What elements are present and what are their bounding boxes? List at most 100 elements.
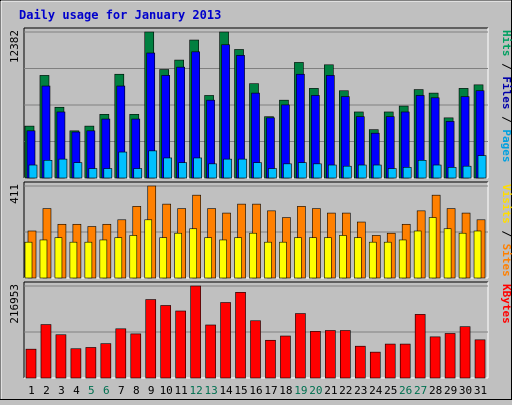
x-tick-label-day-2: 2 (43, 384, 50, 397)
bar-pages-day-4 (73, 162, 83, 179)
bar-kbytes-day-15 (235, 292, 246, 379)
bar-sites-day-31 (473, 230, 482, 279)
bar-kbytes-day-4 (70, 348, 82, 379)
bar-kbytes-day-2 (40, 324, 52, 379)
bar-sites-day-18 (279, 241, 287, 279)
x-tick-label-day-4: 4 (73, 384, 80, 397)
bar-sites-day-5 (84, 241, 93, 279)
bar-sites-day-10 (159, 237, 168, 279)
bar-kbytes-day-5 (85, 347, 97, 379)
x-tick-label-day-9: 9 (148, 384, 155, 397)
bar-pages-day-10 (163, 157, 173, 179)
x-tick-label-day-24: 24 (369, 384, 383, 397)
bar-kbytes-day-12 (190, 285, 201, 379)
bar-sites-day-4 (69, 241, 78, 279)
bar-pages-day-19 (298, 162, 307, 179)
legend-entry-hits: Hits (500, 30, 512, 57)
x-tick-label-day-29: 29 (444, 384, 457, 397)
bar-kbytes-day-21 (325, 330, 336, 379)
x-tick-label-day-26: 26 (399, 384, 412, 397)
bar-kbytes-day-11 (175, 310, 186, 379)
bar-kbytes-day-27 (414, 314, 426, 379)
x-tick-label-day-8: 8 (133, 384, 140, 397)
bar-pages-day-26 (402, 167, 412, 179)
bar-pages-day-23 (357, 164, 367, 179)
y-max-label: 411 (8, 184, 21, 204)
legend-entry-files: Files (500, 76, 512, 109)
bar-kbytes-day-30 (459, 326, 471, 379)
x-tick-label-day-13: 13 (204, 384, 217, 397)
panel-visits-sites: 411 Visits / Sites (8, 181, 512, 279)
x-tick-label-day-22: 22 (339, 384, 352, 397)
x-tick-label-day-16: 16 (249, 384, 262, 397)
bar-pages-day-27 (417, 160, 427, 179)
x-tick-label-day-21: 21 (324, 384, 337, 397)
bar-pages-day-13 (208, 163, 217, 179)
bar-sites-day-2 (39, 239, 48, 279)
bar-sites-day-30 (458, 232, 467, 279)
bar-sites-day-16 (249, 232, 257, 279)
bar-files-day-22 (341, 96, 350, 179)
bar-sites-day-28 (428, 217, 437, 279)
bar-sites-day-11 (174, 232, 182, 279)
bar-pages-day-17 (268, 168, 277, 179)
bar-pages-day-6 (103, 168, 113, 179)
bar-pages-day-22 (343, 165, 352, 179)
bar-sites-day-1 (24, 241, 33, 279)
bar-kbytes-day-10 (160, 305, 172, 379)
y-max-label: 12382 (8, 30, 21, 63)
bar-kbytes-day-20 (310, 331, 321, 379)
bar-kbytes-day-17 (265, 339, 276, 379)
bar-pages-day-24 (372, 164, 382, 179)
bar-kbytes-day-16 (250, 320, 261, 379)
x-tick-label-day-3: 3 (58, 384, 65, 397)
x-tick-label-day-17: 17 (264, 384, 277, 397)
x-tick-label-day-28: 28 (429, 384, 442, 397)
bar-pages-day-3 (58, 158, 68, 179)
bar-kbytes-day-7 (115, 328, 127, 379)
bar-kbytes-day-1 (25, 348, 37, 379)
bar-sites-day-17 (264, 241, 272, 279)
bar-pages-day-18 (283, 163, 292, 179)
x-tick-label-day-12: 12 (190, 384, 203, 397)
bar-files-day-21 (326, 75, 335, 179)
bar-pages-day-2 (43, 160, 53, 179)
bar-sites-day-9 (144, 219, 153, 279)
bar-pages-day-12 (193, 157, 202, 179)
panel-kbytes: 216953 KBytes (8, 281, 512, 379)
legend-entry-sites: Sites (500, 244, 512, 277)
bar-kbytes-day-24 (369, 351, 381, 379)
bar-sites-day-26 (398, 239, 407, 279)
x-tick-label-day-20: 20 (309, 384, 322, 397)
bar-pages-day-11 (178, 162, 187, 179)
bar-files-day-11 (176, 66, 185, 179)
bar-pages-day-28 (432, 164, 442, 179)
x-tick-label-day-15: 15 (234, 384, 247, 397)
bar-pages-day-15 (238, 158, 247, 179)
legend-separator: / (500, 57, 512, 77)
bar-sites-day-6 (99, 239, 108, 279)
x-tick-label-day-5: 5 (88, 384, 95, 397)
legend-entry-pages: Pages (500, 129, 512, 162)
bar-pages-day-29 (447, 167, 457, 179)
bar-kbytes-day-22 (340, 330, 351, 379)
bar-kbytes-day-3 (55, 334, 67, 379)
bar-sites-day-23 (353, 237, 362, 279)
legend-entry-visits: Visits (500, 184, 512, 224)
bar-sites-day-3 (54, 237, 63, 279)
bar-sites-day-7 (114, 237, 123, 279)
bar-sites-day-12 (189, 228, 197, 279)
bar-pages-day-20 (313, 163, 322, 179)
chart-panels: 12382 Hits / Files / Pages 411 Visits / Sit… (8, 27, 512, 379)
bar-sites-day-20 (309, 237, 317, 279)
x-tick-label-day-6: 6 (103, 384, 110, 397)
x-tick-label-day-25: 25 (384, 384, 397, 397)
bar-sites-day-25 (383, 241, 392, 279)
bar-sites-day-27 (413, 230, 422, 279)
bar-kbytes-day-14 (220, 302, 231, 379)
bar-kbytes-day-25 (384, 343, 396, 379)
bar-kbytes-day-28 (429, 336, 441, 379)
y-max-label: 216953 (8, 284, 21, 324)
bar-pages-day-21 (328, 164, 337, 179)
